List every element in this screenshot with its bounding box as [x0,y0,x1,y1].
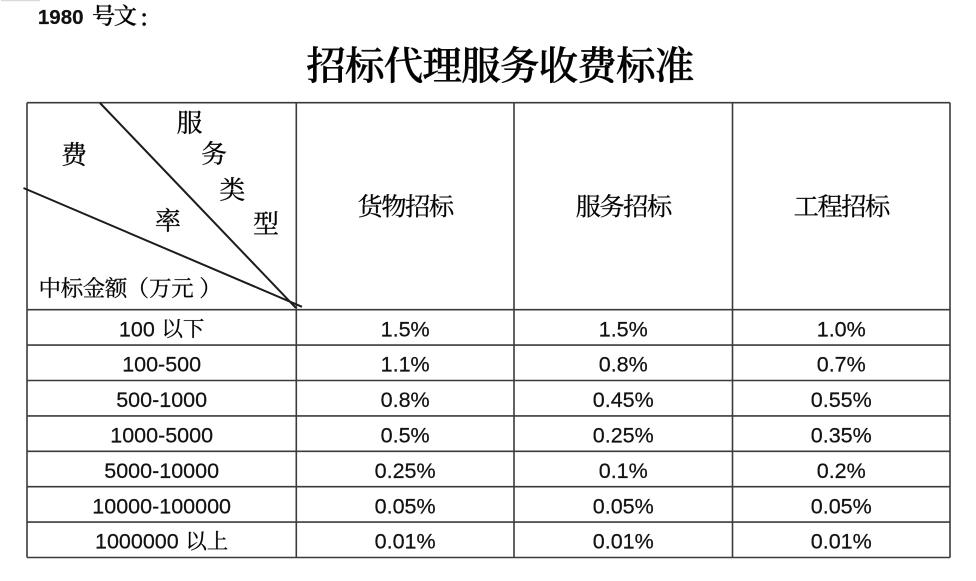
svg-text:0.45%: 0.45% [593,388,654,412]
svg-text:0.01%: 0.01% [593,530,654,554]
svg-text:1.5%: 1.5% [599,317,648,341]
svg-text:0.01%: 0.01% [811,530,872,554]
svg-text:0.8%: 0.8% [381,388,430,412]
svg-text:1.1%: 1.1% [381,353,430,377]
svg-text:1980: 1980 [38,6,84,29]
svg-text:100: 100 [119,317,155,341]
svg-text:0.5%: 0.5% [381,424,430,448]
svg-text:1.0%: 1.0% [817,317,866,341]
svg-text:0.01%: 0.01% [375,530,436,554]
svg-text:1.5%: 1.5% [381,317,430,341]
svg-text:0.25%: 0.25% [593,424,654,448]
svg-text:0.25%: 0.25% [375,459,436,483]
svg-text:0.35%: 0.35% [811,424,872,448]
svg-text:1000-5000: 1000-5000 [110,424,213,448]
svg-text:0.05%: 0.05% [811,494,872,518]
svg-text:10000-100000: 10000-100000 [92,494,231,518]
svg-text:1000000: 1000000 [95,530,179,554]
svg-text:0.8%: 0.8% [599,353,648,377]
svg-text:0.55%: 0.55% [811,388,872,412]
svg-text:0.1%: 0.1% [599,459,648,483]
svg-text:0.7%: 0.7% [817,353,866,377]
svg-text:0.05%: 0.05% [593,494,654,518]
svg-text:100-500: 100-500 [122,353,201,377]
svg-text:0.05%: 0.05% [375,494,436,518]
svg-text:0.2%: 0.2% [817,459,866,483]
svg-text:500-1000: 500-1000 [116,388,207,412]
svg-text:5000-10000: 5000-10000 [104,459,219,483]
